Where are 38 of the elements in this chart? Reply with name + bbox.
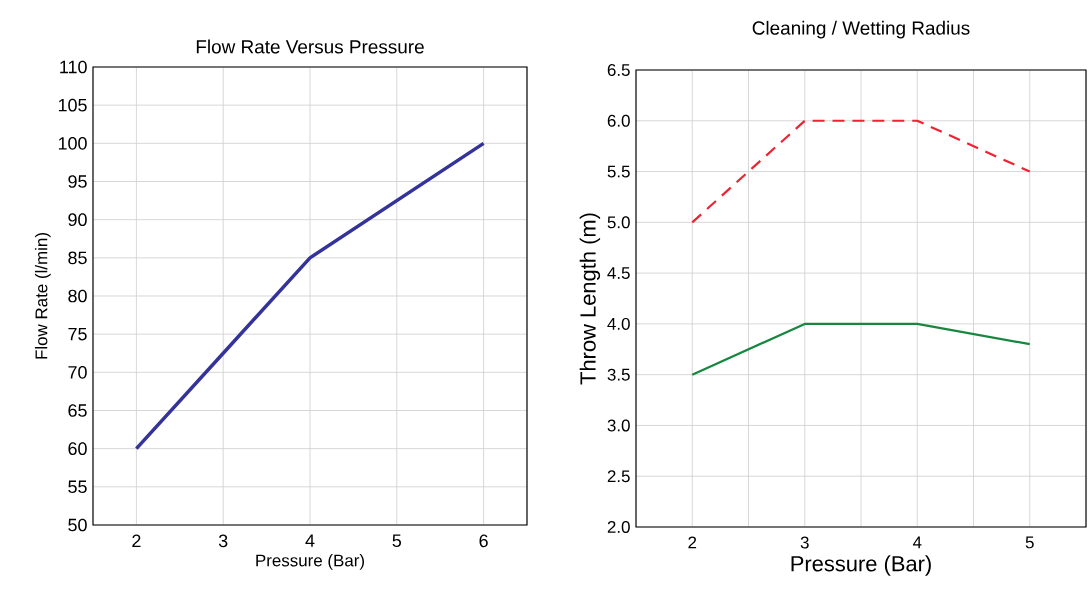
y-tick-label: 85	[68, 251, 87, 265]
y-tick-label: 75	[68, 327, 87, 341]
y-tick-label: 70	[68, 365, 87, 379]
x-tick-label: 3	[218, 534, 228, 548]
chart-title: Flow Rate Versus Pressure	[196, 39, 424, 54]
y-tick-label: 5.0	[607, 216, 630, 229]
y-tick-label: 50	[68, 518, 87, 532]
y-tick-label: 110	[60, 60, 87, 74]
y-tick-label: 4.5	[607, 267, 630, 280]
y-tick-label: 65	[68, 404, 87, 417]
y-axis-title: Flow Rate (l/min)	[34, 233, 51, 359]
x-tick-label: 4	[912, 536, 922, 549]
y-axis-title: Throw Length (m)	[579, 213, 601, 385]
y-tick-label: 6.5	[607, 64, 630, 76]
y-tick-label: 3.5	[607, 368, 630, 381]
y-tick-label: 60	[68, 442, 87, 456]
x-tick-label: 3	[800, 536, 809, 549]
x-tick-label: 5	[392, 534, 402, 548]
x-tick-label: 6	[479, 534, 488, 548]
x-axis-title: Pressure (Bar)	[791, 555, 931, 576]
y-tick-label: 55	[68, 480, 87, 494]
x-tick-label: 2	[688, 536, 697, 549]
x-axis-title: Pressure (Bar)	[256, 554, 364, 570]
y-tick-label: 2.5	[607, 470, 630, 483]
y-tick-label: 95	[68, 175, 87, 188]
x-tick-label: 5	[1025, 536, 1034, 549]
x-tick-label: 2	[132, 534, 141, 548]
y-tick-label: 80	[68, 289, 87, 303]
y-tick-label: 3.0	[607, 419, 630, 432]
y-tick-label: 90	[68, 213, 87, 227]
x-tick-label: 4	[305, 534, 315, 547]
chart-title: Cleaning / Wetting Radius	[752, 20, 970, 39]
y-tick-label: 6.0	[607, 114, 630, 127]
y-tick-label: 100	[58, 136, 87, 150]
y-tick-label: 105	[58, 98, 87, 112]
y-tick-label: 4.0	[607, 317, 630, 330]
y-tick-label: 2.0	[607, 521, 630, 533]
y-tick-label: 5.5	[607, 165, 630, 178]
